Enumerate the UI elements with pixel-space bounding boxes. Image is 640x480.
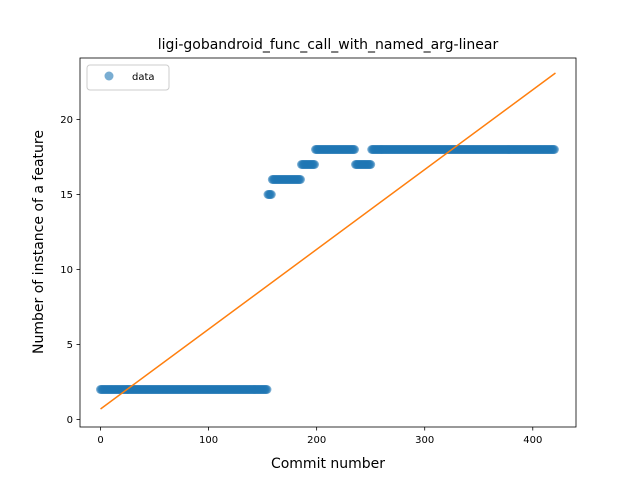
x-tick-label: 200 (307, 435, 326, 446)
legend-frame (86, 64, 170, 91)
fit-line (100, 72, 556, 410)
legend-marker (104, 71, 114, 81)
legend-label-data: data (132, 72, 155, 83)
y-axis: 0 5 10 15 20 (60, 115, 80, 426)
data-point (549, 145, 559, 154)
fit-line-layer (100, 72, 556, 410)
data-point (366, 160, 376, 169)
data-point (262, 385, 272, 394)
data-point (349, 145, 359, 154)
data-points (96, 145, 559, 394)
y-tick-label: 0 (67, 415, 73, 426)
data-point (266, 190, 276, 199)
y-tick-label: 15 (60, 190, 73, 201)
x-tick-label: 400 (523, 435, 542, 446)
data-point (309, 160, 319, 169)
x-tick-label: 100 (199, 435, 218, 446)
x-tick-label: 0 (97, 435, 103, 446)
x-axis: 0 100 200 300 400 (97, 427, 542, 446)
y-axis-label: Number of instance of a feature (31, 130, 47, 354)
chart-title: ligi-gobandroid_func_call_with_named_arg… (158, 37, 499, 53)
x-axis-label: Commit number (271, 456, 385, 472)
data-point (295, 175, 305, 184)
plot-frame (79, 57, 577, 428)
y-tick-label: 10 (60, 265, 73, 276)
x-tick-label: 300 (415, 435, 434, 446)
y-tick-label: 20 (60, 115, 73, 126)
y-tick-label: 5 (67, 340, 73, 351)
legend: data (86, 64, 170, 91)
